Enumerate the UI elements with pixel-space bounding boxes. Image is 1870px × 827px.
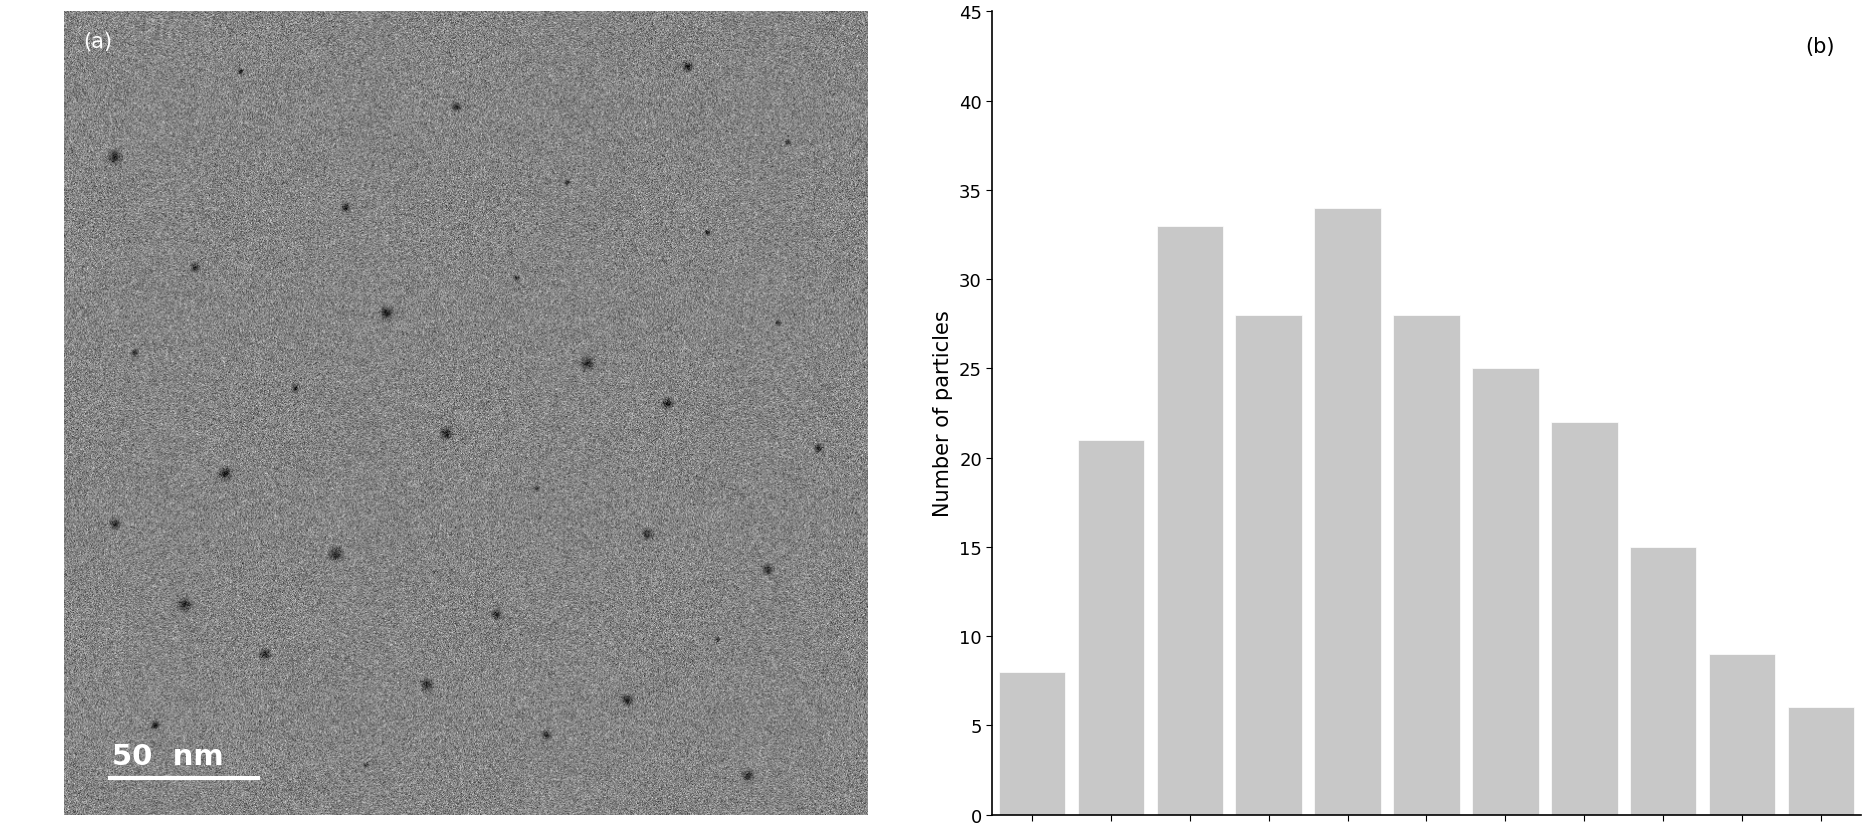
Bar <box>1788 708 1855 815</box>
Bar <box>1472 369 1539 815</box>
Text: (a): (a) <box>84 32 112 52</box>
Bar <box>1393 315 1460 815</box>
Bar <box>1077 440 1144 815</box>
Bar <box>999 672 1064 815</box>
Bar <box>1709 654 1775 815</box>
Text: 50  nm: 50 nm <box>112 743 223 771</box>
Text: (b): (b) <box>1805 36 1834 56</box>
Bar <box>1315 208 1380 815</box>
Bar <box>1236 315 1302 815</box>
Y-axis label: Number of particles: Number of particles <box>933 310 954 517</box>
Bar <box>1156 227 1223 815</box>
Bar <box>1552 423 1618 815</box>
Bar <box>1631 547 1696 815</box>
